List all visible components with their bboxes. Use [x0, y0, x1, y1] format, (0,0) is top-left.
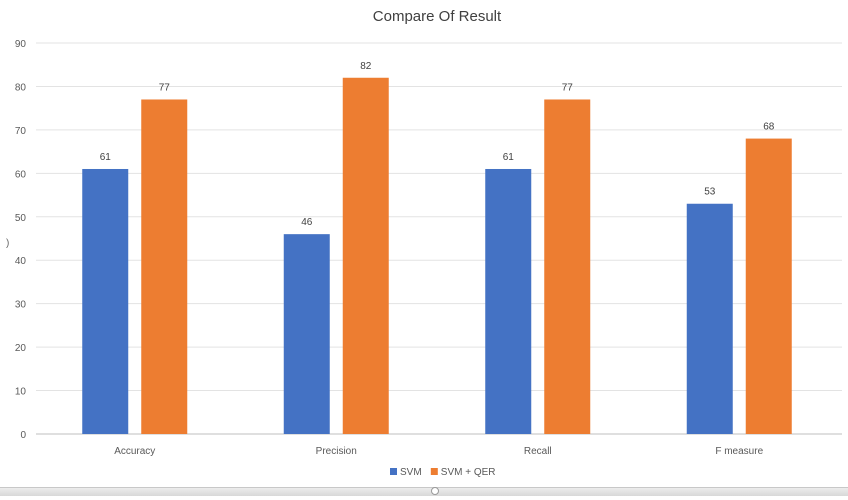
- left-edge-mark: ): [6, 238, 10, 249]
- bar-svm-accuracy: [82, 168, 129, 434]
- x-tick-label: Accuracy: [114, 446, 155, 457]
- data-label: 82: [360, 61, 372, 72]
- data-label: 46: [301, 217, 313, 228]
- x-tick-label: Recall: [524, 446, 552, 457]
- legend: SVM SVM + QER: [390, 467, 496, 478]
- x-tick-label: F measure: [715, 446, 763, 457]
- bar-svm-precision: [283, 234, 330, 434]
- data-label: 61: [100, 152, 112, 163]
- y-tick-label: 50: [15, 213, 27, 224]
- chart-title: Compare Of Result: [373, 8, 502, 25]
- y-axis-ticks: 0 10 20 30 40 50 60 70 80 90: [15, 39, 27, 441]
- data-label: 61: [503, 152, 515, 163]
- resize-handle[interactable]: [431, 487, 439, 495]
- y-tick-label: 0: [20, 430, 26, 441]
- y-tick-label: 40: [15, 256, 27, 267]
- y-tick-label: 30: [15, 300, 27, 311]
- bar-svm-qer-recall: [544, 99, 591, 434]
- y-tick-label: 10: [15, 387, 27, 398]
- bar-svm-f-measure: [686, 203, 733, 434]
- y-tick-label: 80: [15, 82, 27, 93]
- bar-svm-recall: [485, 168, 532, 434]
- x-tick-label: Precision: [316, 446, 357, 457]
- y-tick-label: 20: [15, 343, 27, 354]
- bars: [82, 77, 792, 435]
- legend-swatch: [430, 468, 438, 475]
- data-labels: 61 77 46 82 61 77 53 68: [100, 61, 775, 228]
- y-tick-label: 70: [15, 126, 27, 137]
- data-label: 77: [562, 82, 574, 93]
- data-label: 77: [159, 82, 171, 93]
- x-axis-ticks: Accuracy Precision Recall F measure: [114, 446, 763, 457]
- y-tick-label: 60: [15, 169, 27, 180]
- legend-label: SVM + QER: [441, 467, 496, 478]
- y-tick-label: 90: [15, 39, 27, 50]
- bar-svm-qer-accuracy: [141, 99, 188, 434]
- legend-swatch: [390, 468, 397, 475]
- window-bottom-edge: [0, 487, 848, 496]
- data-label: 53: [704, 187, 716, 198]
- bar-svm-qer-f-measure: [745, 138, 792, 435]
- legend-label: SVM: [400, 467, 422, 478]
- bar-svm-qer-precision: [342, 77, 389, 434]
- data-label: 68: [763, 122, 775, 133]
